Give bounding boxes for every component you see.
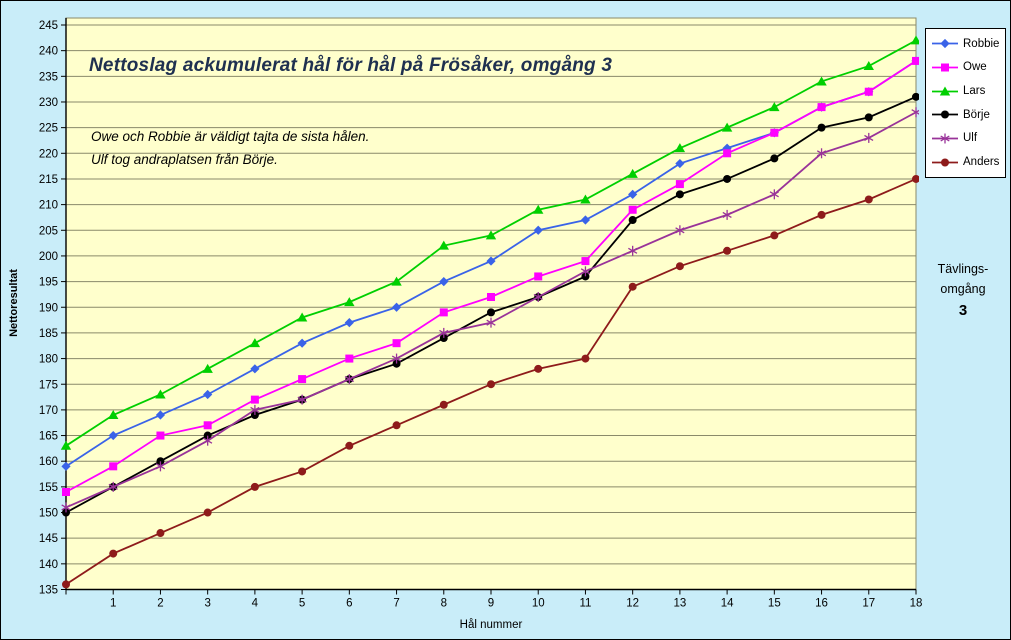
round-label: Tävlings- omgång 3	[919, 259, 1007, 321]
asterisk-marker-icon	[932, 133, 958, 144]
y-tick-label: 180	[39, 354, 58, 366]
series-lars	[60, 35, 919, 450]
chart-title: Nettoslag ackumulerat hål för hål på Frö…	[89, 55, 613, 76]
legend-item-ulf: Ulf	[931, 132, 1005, 145]
legend: Robbie Owe Lars Börje Ulf Anders	[925, 28, 1006, 178]
x-tick-label: 8	[441, 598, 447, 610]
x-tick-label: 1	[110, 598, 116, 610]
y-tick-label: 145	[39, 533, 58, 545]
series-börje	[62, 92, 919, 517]
legend-label: Lars	[963, 85, 986, 98]
x-tick-label: 5	[299, 598, 305, 610]
legend-item-börje: Börje	[931, 108, 1005, 121]
x-tick-label: 13	[673, 598, 686, 610]
round-label-line-2: omgång	[940, 282, 986, 296]
y-tick-label: 190	[39, 302, 58, 314]
x-tick-label: 6	[346, 598, 352, 610]
circle-marker-icon	[932, 110, 958, 119]
circle-marker-icon	[932, 158, 958, 167]
y-tick-label: 240	[39, 46, 58, 58]
triangle-marker-icon	[932, 86, 958, 96]
y-tick-label: 230	[39, 97, 58, 109]
legend-label: Anders	[963, 156, 1000, 169]
y-axis-title: Nettoresultat	[8, 269, 20, 337]
x-tick-label: 4	[252, 598, 259, 610]
y-tick-label: 140	[39, 559, 58, 571]
legend-label: Robbie	[963, 37, 1000, 50]
y-tick-label: 200	[39, 251, 58, 263]
x-tick-label: 9	[488, 598, 494, 610]
legend-item-anders: Anders	[931, 156, 1005, 169]
x-tick-label: 16	[815, 598, 828, 610]
legend-item-lars: Lars	[931, 85, 1005, 98]
x-tick-label: 14	[721, 598, 734, 610]
y-tick-label: 205	[39, 225, 58, 237]
x-tick-label: 10	[532, 598, 545, 610]
y-tick-label: 165	[39, 431, 58, 443]
y-tick-label: 170	[39, 405, 58, 417]
x-tick-label: 2	[157, 598, 163, 610]
y-tick-label: 195	[39, 277, 58, 289]
y-tick-label: 150	[39, 508, 58, 520]
x-tick-label: 18	[910, 598, 923, 610]
series-ulf	[61, 107, 919, 513]
x-tick-label: 3	[204, 598, 210, 610]
x-tick-label: 17	[862, 598, 875, 610]
y-tick-label: 225	[39, 123, 58, 135]
x-tick-label: 7	[393, 598, 399, 610]
y-tick-label: 215	[39, 174, 58, 186]
chart-annotation-line-1: Owe och Robbie är väldigt tajta de sista…	[91, 129, 370, 144]
plot-area	[65, 17, 917, 590]
chart-annotation-line-2: Ulf tog andraplatsen från Börje.	[91, 152, 278, 167]
y-tick-label: 245	[39, 20, 58, 32]
y-tick-label: 210	[39, 200, 58, 212]
y-tick-label: 175	[39, 379, 58, 391]
y-tick-label: 220	[39, 148, 58, 160]
series-anders	[62, 174, 919, 589]
x-tick-label: 15	[768, 598, 781, 610]
legend-label: Börje	[963, 108, 990, 121]
y-tick-label: 155	[39, 482, 58, 494]
legend-label: Ulf	[963, 132, 978, 145]
square-marker-icon	[932, 63, 958, 72]
legend-item-owe: Owe	[931, 61, 1005, 74]
series-owe	[62, 56, 919, 496]
legend-label: Owe	[963, 61, 987, 74]
y-tick-label: 235	[39, 71, 58, 83]
legend-item-robbie: Robbie	[931, 37, 1005, 50]
y-tick-label: 160	[39, 456, 58, 468]
x-axis-title: Hål nummer	[459, 619, 523, 631]
x-tick-label: 11	[579, 598, 591, 610]
round-label-line-1: Tävlings-	[937, 262, 989, 276]
x-tick-label: 12	[626, 598, 639, 610]
round-number: 3	[958, 302, 968, 319]
y-tick-label: 185	[39, 328, 58, 340]
y-tick-label: 135	[39, 585, 58, 597]
diamond-marker-icon	[932, 39, 958, 49]
